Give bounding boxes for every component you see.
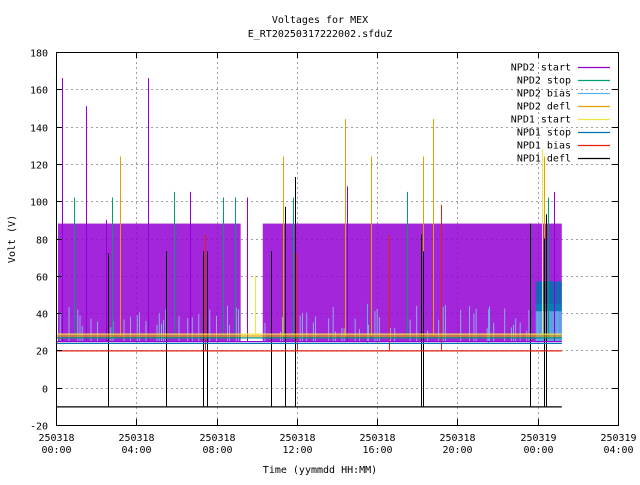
legend-label: NPD1 start <box>511 115 571 126</box>
bands <box>58 223 562 342</box>
y-tick-label: 60 <box>36 273 48 284</box>
baselines <box>56 333 562 408</box>
y-tick-label: 20 <box>36 347 48 358</box>
legend-label: NPD2 start <box>511 63 571 74</box>
x-tick-label-date: 250319 <box>600 433 636 444</box>
x-tick-label-date: 250319 <box>520 433 556 444</box>
band-npd2-start <box>58 223 241 342</box>
y-tick-label: 40 <box>36 310 48 321</box>
chart-subtitle: E_RT20250317222002.sfduZ <box>248 29 393 40</box>
y-tick-label: 80 <box>36 236 48 247</box>
x-tick-label-time: 04:00 <box>121 445 151 456</box>
legend-label: NPD2 stop <box>517 76 571 87</box>
y-tick-label: 120 <box>30 161 48 172</box>
x-tick-label-time: 16:00 <box>362 445 392 456</box>
y-tick-label: -20 <box>30 422 48 433</box>
legend-label: NPD1 stop <box>517 128 571 139</box>
legend-label: NPD1 bias <box>517 141 571 152</box>
x-tick-label-time: 08:00 <box>202 445 232 456</box>
x-axis-label: Time (yymmdd HH:MM) <box>263 465 377 476</box>
x-tick-label-time: 12:00 <box>282 445 312 456</box>
x-tick-label-date: 250318 <box>199 433 235 444</box>
y-axis-label: Volt (V) <box>7 215 18 263</box>
y-tick-label: 0 <box>42 385 48 396</box>
legend-label: NPD2 defl <box>517 102 571 113</box>
x-tick-label-time: 00:00 <box>523 445 553 456</box>
chart-title: Voltages for MEX <box>272 15 368 26</box>
ticks: -2002040608010012014016018025031800:0025… <box>30 49 637 457</box>
x-tick-label-date: 250318 <box>439 433 475 444</box>
y-tick-label: 100 <box>30 198 48 209</box>
legend: NPD2 start NPD2 stop NPD2 bias NPD2 defl NPD… <box>511 63 610 165</box>
x-tick-label-time: 20:00 <box>442 445 472 456</box>
y-tick-label: 140 <box>30 124 48 135</box>
x-tick-label-time: 04:00 <box>603 445 633 456</box>
y-tick-label: 180 <box>30 49 48 60</box>
x-tick-label-time: 00:00 <box>41 445 71 456</box>
band-npd2-start <box>262 223 562 342</box>
x-tick-label-date: 250318 <box>38 433 74 444</box>
x-tick-label-date: 250318 <box>118 433 154 444</box>
x-tick-label-date: 250318 <box>279 433 315 444</box>
y-tick-label: 160 <box>30 86 48 97</box>
x-tick-label-date: 250318 <box>359 433 395 444</box>
legend-label: NPD2 bias <box>517 89 571 100</box>
legend-label: NPD1 defl <box>517 154 571 165</box>
